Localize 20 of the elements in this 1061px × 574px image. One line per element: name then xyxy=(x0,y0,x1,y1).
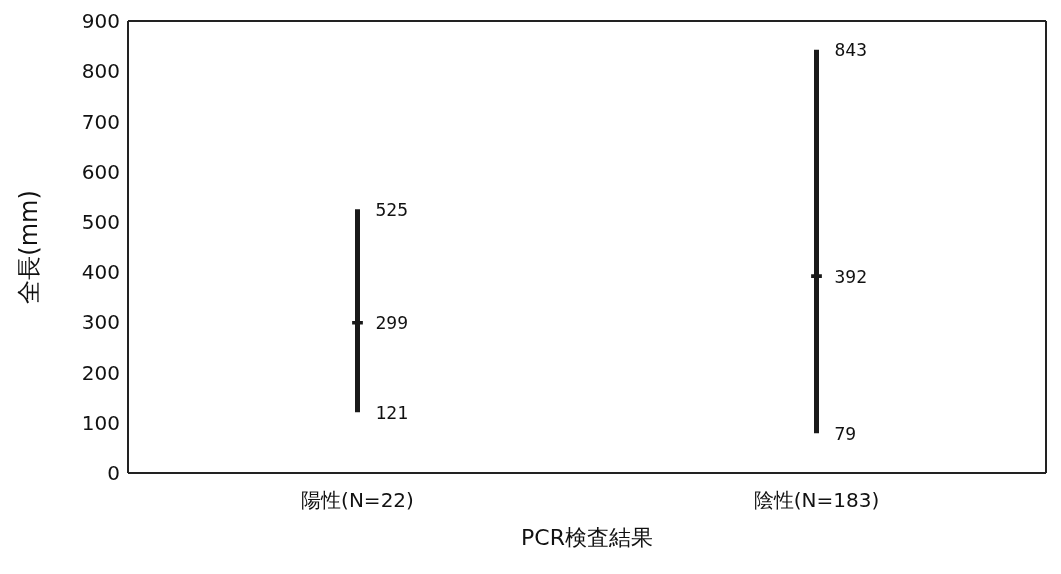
annotation: 299 xyxy=(375,312,409,334)
y-tick-label: 700 xyxy=(81,109,120,134)
y-tick-label: 100 xyxy=(81,410,120,435)
y-tick-label: 900 xyxy=(81,9,120,34)
y-axis-title: 全長(mm) xyxy=(14,190,43,304)
y-tick-label: 200 xyxy=(81,360,120,385)
annotation: 392 xyxy=(834,265,868,287)
y-tick-label: 400 xyxy=(81,260,120,285)
x-tick-label: 陽性(N=22) xyxy=(301,488,414,513)
y-tick-label: 0 xyxy=(107,461,120,486)
x-tick-label: 陰性(N=183) xyxy=(753,488,880,513)
x-axis-title: PCR検査結果 xyxy=(521,525,653,550)
annotation: 121 xyxy=(375,401,409,423)
y-tick-label: 300 xyxy=(81,310,120,335)
annotation: 843 xyxy=(834,39,868,61)
y-tick-label: 500 xyxy=(81,209,120,234)
y-tick-label: 800 xyxy=(81,59,120,84)
annotation: 525 xyxy=(375,198,409,220)
y-tick-label: 600 xyxy=(81,159,120,184)
annotation: 79 xyxy=(834,422,857,444)
